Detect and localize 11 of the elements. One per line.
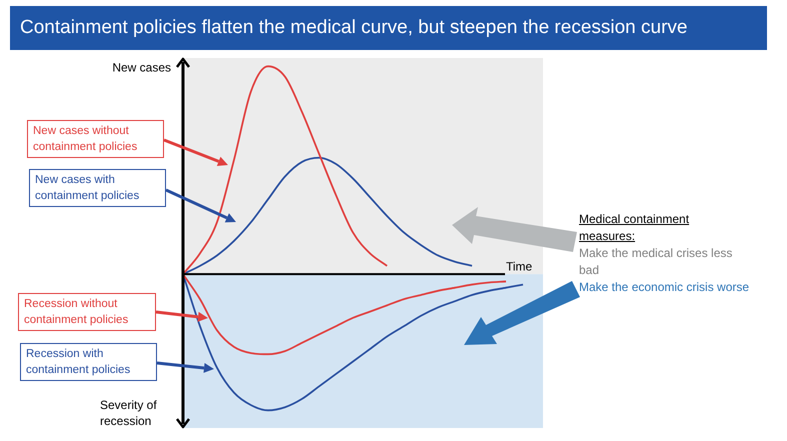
text: New cases with containment policies	[29, 169, 166, 207]
text: Make the economic crisis worse	[579, 279, 750, 296]
legend-label: Recession with containment policies	[20, 343, 157, 381]
text: Recession without containment policies	[18, 293, 156, 331]
text: Make the medical crises less bad	[579, 245, 734, 279]
y-axis-title: New cases	[112, 60, 171, 74]
text: Medical containment measures:	[579, 211, 690, 245]
x-axis-title: Time	[506, 259, 533, 274]
text: Severity of recession	[100, 397, 158, 429]
text: New cases without containment policies	[27, 120, 164, 158]
chart-title: Containment policies flatten the medical curve, but steepen the recession curve	[10, 6, 767, 50]
